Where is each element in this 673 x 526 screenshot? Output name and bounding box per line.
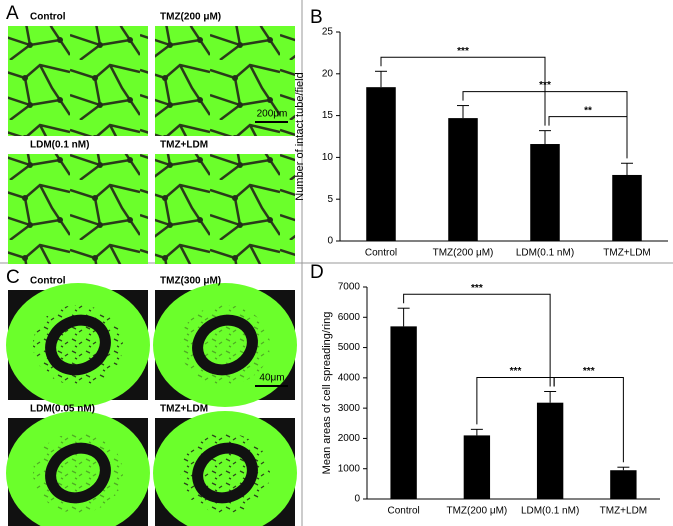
significance-label: *** <box>457 46 469 57</box>
bar <box>610 470 637 499</box>
micrograph <box>8 26 148 136</box>
y-tick-label: 3000 <box>338 403 361 414</box>
y-tick-label: 25 <box>322 27 334 38</box>
image-caption: TMZ(200 μM) <box>160 12 221 23</box>
panel-label: A <box>6 3 19 24</box>
significance-bracket <box>553 376 624 463</box>
image-caption: Control <box>30 276 66 287</box>
y-tick-label: 7000 <box>338 282 361 293</box>
significance-label: *** <box>539 80 551 91</box>
panel-label: B <box>310 7 323 28</box>
significance-bracket <box>403 293 551 387</box>
x-tick-label: TMZ(200 μM) <box>433 248 494 259</box>
y-tick-label: 4000 <box>338 372 361 383</box>
significance-label: ** <box>584 105 592 116</box>
x-tick-label: TMZ+LDM <box>603 248 651 259</box>
x-tick-label: LDM(0.1 nM) <box>516 248 574 259</box>
bar <box>463 435 491 499</box>
y-tick-label: 1000 <box>338 463 361 474</box>
image-caption: TMZ+LDM <box>160 404 208 415</box>
x-tick-label: TMZ+LDM <box>600 506 648 517</box>
y-tick-label: 15 <box>322 110 334 121</box>
significance-label: *** <box>471 283 483 294</box>
x-tick-label: LDM(0.1 nM) <box>521 506 579 517</box>
significance-label: *** <box>510 366 522 377</box>
scale-bar-label: 40μm <box>259 373 284 384</box>
image-caption: TMZ+LDM <box>160 140 208 151</box>
bar <box>448 118 478 241</box>
panel-label: C <box>6 267 20 288</box>
bar <box>390 326 417 499</box>
image-caption: TMZ(300 μM) <box>160 276 221 287</box>
x-tick-label: TMZ(200 μM) <box>446 506 507 517</box>
significance-label: *** <box>583 366 595 377</box>
y-axis-title: Number of intact tube/field <box>294 72 306 200</box>
y-tick-label: 5 <box>327 194 333 205</box>
x-tick-label: Control <box>365 248 397 259</box>
image-caption: Control <box>30 12 66 23</box>
micrograph <box>8 154 148 264</box>
bar <box>536 402 564 499</box>
aortic-ring <box>192 442 258 504</box>
bar <box>530 144 560 241</box>
y-tick-label: 6000 <box>338 312 361 323</box>
y-tick-label: 0 <box>327 236 333 247</box>
scale-bar-label: 200μm <box>257 109 288 120</box>
aortic-ring <box>45 442 111 504</box>
y-tick-label: 2000 <box>338 433 361 444</box>
y-tick-label: 0 <box>354 494 360 505</box>
y-tick-label: 5000 <box>338 342 361 353</box>
aortic-ring <box>45 314 111 376</box>
y-axis-title: Mean areas of cell spreading/ring <box>321 312 333 475</box>
x-tick-label: Control <box>388 506 420 517</box>
y-tick-label: 20 <box>322 68 334 79</box>
micrograph <box>155 154 295 264</box>
micrograph <box>155 26 295 136</box>
y-tick-label: 10 <box>322 152 334 163</box>
bar <box>612 174 642 241</box>
panel-label: D <box>310 262 324 283</box>
image-caption: LDM(0.1 nM) <box>30 140 89 151</box>
bar <box>366 87 396 242</box>
aortic-ring <box>192 314 258 376</box>
image-caption: LDM(0.05 nM) <box>30 404 95 415</box>
significance-bracket <box>548 116 628 159</box>
